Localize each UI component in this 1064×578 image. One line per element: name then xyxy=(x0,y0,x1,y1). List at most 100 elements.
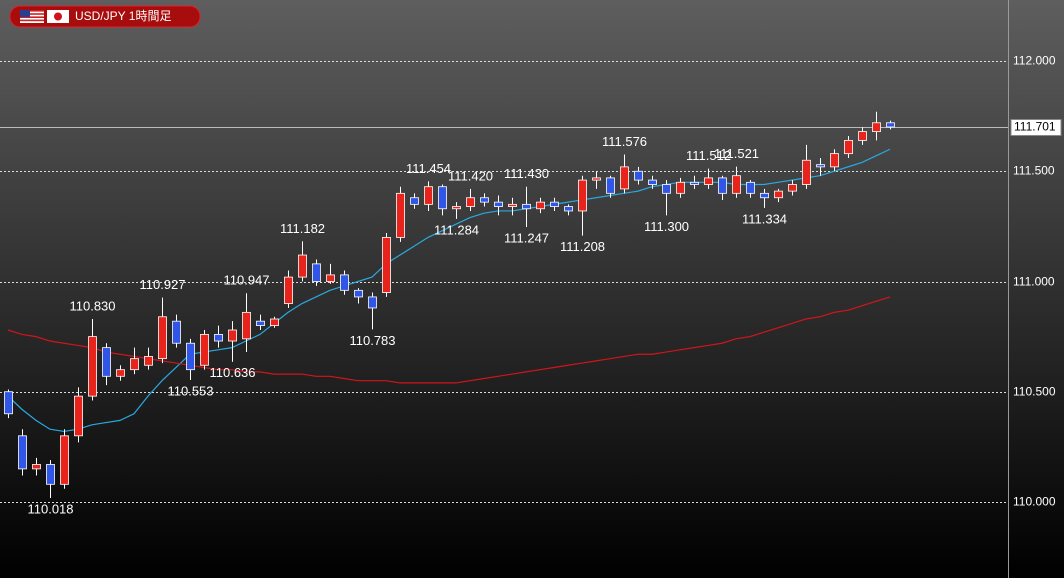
candle-body xyxy=(116,369,125,377)
candle-body xyxy=(32,464,41,470)
candle-body xyxy=(536,201,545,210)
ma-line xyxy=(7,296,891,384)
candle-body xyxy=(466,197,475,207)
candle-body xyxy=(214,334,223,342)
candle-body xyxy=(312,263,321,282)
price-annotation: 111.420 xyxy=(448,168,493,183)
candle-body xyxy=(844,140,853,155)
candle-body xyxy=(18,435,27,470)
price-annotation: 110.553 xyxy=(167,383,213,398)
ma-line xyxy=(7,148,891,433)
candle-body xyxy=(452,206,461,210)
candle-body xyxy=(102,347,111,377)
price-annotation: 111.284 xyxy=(434,222,479,237)
candle-body xyxy=(298,254,307,278)
candle-body xyxy=(368,296,377,309)
candle-body xyxy=(186,342,195,371)
candle-body xyxy=(284,276,293,304)
candle-body xyxy=(732,175,741,194)
candle-body xyxy=(746,181,755,194)
candle-body xyxy=(172,320,181,344)
candle-body xyxy=(760,192,769,199)
price-annotation: 111.576 xyxy=(602,134,647,149)
candle-body xyxy=(88,336,97,397)
price-annotation: 110.927 xyxy=(139,277,185,292)
candle-body xyxy=(480,197,489,203)
candle-body xyxy=(270,318,279,326)
price-annotation: 111.300 xyxy=(644,219,689,234)
candle-body xyxy=(410,197,419,205)
candle-body xyxy=(228,329,237,342)
candle-body xyxy=(494,201,503,207)
price-annotation: 111.208 xyxy=(560,239,605,254)
candle-body xyxy=(396,192,405,238)
candle-body xyxy=(522,203,531,210)
candle-body xyxy=(704,177,713,185)
candle-body xyxy=(256,320,265,326)
y-tick-label: 112.000 xyxy=(1013,54,1056,68)
y-tick-label: 111.000 xyxy=(1013,275,1055,289)
price-annotation: 111.182 xyxy=(280,221,325,236)
candle-body xyxy=(690,181,699,185)
candles xyxy=(4,111,895,498)
price-annotation: 111.521 xyxy=(714,146,759,161)
price-annotation: 111.430 xyxy=(504,166,549,181)
price-annotation: 111.454 xyxy=(406,161,451,176)
jp-flag xyxy=(47,10,69,23)
candle-body xyxy=(4,391,13,415)
candle-body xyxy=(634,170,643,181)
price-annotation: 111.334 xyxy=(742,211,787,226)
candle-body xyxy=(564,206,573,212)
candle-body xyxy=(340,274,349,291)
candle-body xyxy=(774,190,783,199)
last-price-label: 111.701 xyxy=(1014,120,1056,134)
last-price-box xyxy=(1010,119,1062,136)
candle-body xyxy=(200,334,209,366)
title-badge: USD/JPY 1時間足 xyxy=(9,5,201,28)
candle-body xyxy=(858,131,867,141)
candle-body xyxy=(242,311,251,340)
candle-body xyxy=(676,181,685,194)
candle-body xyxy=(144,356,153,366)
candle-body xyxy=(718,177,727,194)
candle-body xyxy=(438,186,447,210)
candle-body xyxy=(130,358,139,371)
us-flag xyxy=(20,10,44,23)
candle-body xyxy=(872,122,881,133)
price-annotation: 111.512 xyxy=(686,148,731,163)
candle-body xyxy=(578,179,587,212)
price-annotation: 111.247 xyxy=(504,230,549,245)
candle-body xyxy=(816,164,825,168)
grid: 110.000 110.500 111.000 111.500 112.000 111.7… xyxy=(0,54,1062,509)
candle-body xyxy=(620,166,629,190)
candle-body xyxy=(592,177,601,181)
candle-body xyxy=(382,237,391,293)
price-annotation: 110.947 xyxy=(223,273,269,288)
annotations: 110.018 110.830 110.927 110.553 110.636 110.9… xyxy=(27,134,787,516)
candle-body xyxy=(550,201,559,207)
chart-title: USD/JPY 1時間足 xyxy=(75,9,171,23)
candle-body xyxy=(74,395,83,437)
price-annotation: 110.783 xyxy=(349,333,395,348)
candle-body xyxy=(830,153,839,168)
price-annotation: 110.830 xyxy=(69,298,115,313)
candle-body xyxy=(788,184,797,192)
y-tick-label: 110.000 xyxy=(1013,495,1056,509)
candle-body xyxy=(424,186,433,205)
y-tick-label: 111.500 xyxy=(1013,164,1055,178)
candle-body xyxy=(326,274,335,282)
price-annotation: 110.018 xyxy=(27,501,73,516)
candle-body xyxy=(158,316,167,360)
y-tick-label: 110.500 xyxy=(1013,385,1056,399)
candle-body xyxy=(46,464,55,485)
candle-body xyxy=(886,122,895,128)
price-annotation: 110.636 xyxy=(209,365,255,380)
candle-body xyxy=(648,179,657,185)
candle-body xyxy=(60,435,69,485)
candle-body xyxy=(508,203,517,207)
moving-averages xyxy=(7,148,891,433)
candle-body xyxy=(606,177,615,194)
